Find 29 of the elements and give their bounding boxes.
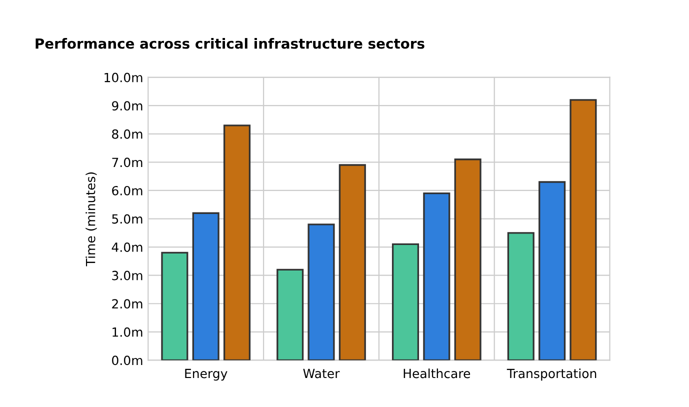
y-tick-label: 10.0m	[104, 72, 142, 82]
y-tick-label: 3.0m	[112, 270, 142, 280]
bar	[161, 252, 188, 360]
y-tick-label: 2.0m	[112, 299, 142, 309]
bar	[454, 158, 482, 360]
y-tick-label: 1.0m	[112, 327, 142, 337]
x-tick-label: Transportation	[506, 368, 596, 381]
y-tick-label: 5.0m	[112, 214, 142, 224]
y-tick-label: 4.0m	[112, 242, 142, 252]
y-tick-label: 6.0m	[112, 186, 142, 196]
y-tick-label: 8.0m	[112, 129, 142, 139]
y-axis-title: Time (minutes)	[86, 172, 97, 266]
y-tick-label: 0.0m	[112, 356, 142, 366]
bar	[276, 268, 304, 360]
x-tick-label: Water	[303, 368, 340, 378]
bar	[308, 224, 335, 360]
bar	[223, 124, 251, 360]
x-tick-label: Energy	[185, 368, 228, 381]
bar	[570, 99, 597, 360]
bar	[507, 232, 534, 360]
bar	[192, 212, 220, 360]
bar	[538, 181, 566, 360]
bar	[423, 192, 450, 360]
bar	[338, 164, 366, 360]
y-tick-label: 9.0m	[112, 101, 142, 111]
x-tick-label: Healthcare	[404, 368, 470, 378]
bar	[392, 243, 420, 360]
chart-title: Performance across critical infrastructure sectors	[36, 38, 424, 49]
y-tick-label: 7.0m	[112, 158, 142, 168]
